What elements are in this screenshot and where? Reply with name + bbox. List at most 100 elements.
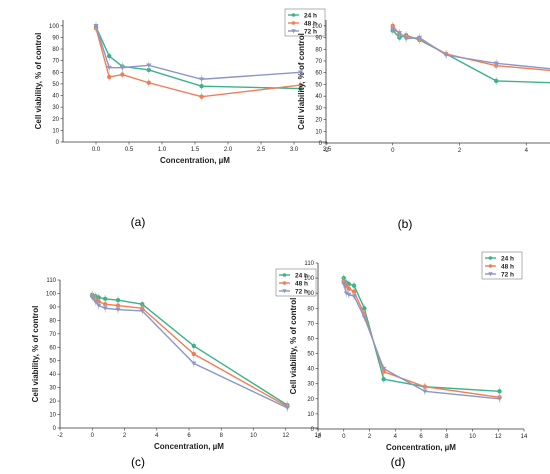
y-tick-label: 60 bbox=[49, 345, 56, 351]
legend-label: 48 h bbox=[304, 20, 317, 27]
y-tick-label: 20 bbox=[307, 397, 314, 403]
legend-marker bbox=[291, 21, 296, 25]
y-tick-label: 100 bbox=[304, 276, 315, 282]
x-axis-label: Concentration, µM bbox=[160, 156, 230, 165]
x-tick-label: 8 bbox=[220, 433, 224, 439]
x-axis-label: Concentration, µM bbox=[154, 442, 224, 451]
data-point-72h bbox=[102, 306, 108, 311]
data-point-72h bbox=[199, 77, 205, 82]
data-point-72h bbox=[341, 282, 347, 287]
x-tick-label: 4 bbox=[155, 433, 159, 439]
x-tick-label: 2 bbox=[458, 148, 462, 154]
y-axis-label: Cell viability, % of control bbox=[289, 298, 298, 395]
y-tick-label: 70 bbox=[52, 59, 59, 65]
legend-marker bbox=[488, 264, 493, 268]
data-point-72h bbox=[416, 35, 423, 40]
legend-label: 72 h bbox=[304, 28, 317, 35]
y-tick-label: 40 bbox=[52, 94, 59, 100]
y-tick-label: 60 bbox=[307, 336, 314, 342]
series-line-48h bbox=[95, 27, 301, 98]
data-point-72h bbox=[115, 307, 121, 312]
y-tick-label: 50 bbox=[315, 82, 322, 88]
y-tick-label: 10 bbox=[49, 413, 56, 419]
y-axis-label: Cell viability, % of control bbox=[34, 33, 43, 130]
data-point-24h bbox=[140, 302, 145, 307]
y-tick-label: 80 bbox=[315, 47, 322, 53]
x-tick-label: 2.0 bbox=[224, 147, 233, 153]
y-tick-label: 50 bbox=[307, 352, 314, 358]
x-tick-label: 0 bbox=[91, 433, 95, 439]
x-tick-label: 3.0 bbox=[290, 147, 299, 153]
data-point-24h bbox=[351, 283, 357, 288]
data-point-24h bbox=[191, 343, 197, 349]
y-tick-label: 90 bbox=[49, 305, 56, 311]
x-tick-label: 4 bbox=[394, 434, 398, 440]
x-tick-label: 0.5 bbox=[125, 147, 134, 153]
data-point-72h bbox=[381, 366, 387, 371]
data-point-48h bbox=[351, 289, 357, 294]
x-tick-label: 10 bbox=[469, 434, 476, 440]
data-point-72h bbox=[493, 61, 499, 66]
y-tick-label: 80 bbox=[52, 47, 59, 53]
y-tick-label: 10 bbox=[52, 128, 59, 134]
data-point-72h bbox=[390, 27, 396, 32]
data-point-48h bbox=[107, 74, 112, 80]
data-point-24h bbox=[381, 377, 386, 382]
x-tick-label: 12 bbox=[495, 434, 502, 440]
data-point-72h bbox=[93, 23, 99, 29]
legend-label: 24 h bbox=[501, 255, 514, 262]
y-tick-label: 20 bbox=[52, 117, 59, 123]
series-line-24h bbox=[95, 26, 301, 90]
legend-marker bbox=[488, 256, 493, 260]
data-point-24h bbox=[199, 84, 204, 89]
data-point-48h bbox=[199, 94, 204, 99]
y-tick-label: 100 bbox=[312, 24, 323, 30]
y-tick-label: 110 bbox=[304, 261, 314, 267]
y-tick-label: 30 bbox=[307, 382, 314, 388]
y-tick-label: 20 bbox=[49, 399, 56, 405]
data-point-24h bbox=[362, 306, 367, 311]
series-line-72h bbox=[91, 297, 288, 409]
data-point-72h bbox=[443, 53, 449, 58]
y-tick-label: 50 bbox=[49, 359, 56, 365]
y-tick-label: 30 bbox=[52, 105, 59, 111]
y-tick-label: 40 bbox=[307, 367, 314, 373]
y-tick-label: 40 bbox=[49, 372, 56, 378]
data-point-72h bbox=[119, 65, 125, 70]
x-tick-label: 2 bbox=[123, 433, 127, 439]
series-line-48h bbox=[392, 25, 550, 72]
legend-label: 48 h bbox=[295, 280, 308, 287]
data-point-48h bbox=[344, 283, 349, 288]
panel-label: (d) bbox=[391, 455, 406, 469]
y-tick-label: 20 bbox=[315, 118, 322, 124]
x-tick-label: -2 bbox=[323, 148, 329, 154]
x-tick-label: 6 bbox=[419, 434, 423, 440]
x-tick-label: 0 bbox=[342, 434, 346, 440]
y-tick-label: 90 bbox=[52, 35, 59, 41]
data-point-72h bbox=[106, 65, 112, 70]
x-tick-label: 1.0 bbox=[158, 147, 167, 153]
x-tick-label: -2 bbox=[315, 434, 321, 440]
data-point-24h bbox=[115, 297, 121, 303]
legend-label: 24 h bbox=[304, 12, 317, 19]
x-tick-label: 14 bbox=[521, 434, 528, 440]
data-point-72h bbox=[496, 396, 503, 402]
legend-marker bbox=[488, 272, 493, 277]
y-axis-label: Cell viability, % of control bbox=[31, 306, 40, 403]
series-line-72h bbox=[95, 25, 301, 80]
data-point-48h bbox=[146, 80, 151, 85]
legend-label: 72 h bbox=[501, 271, 514, 278]
legend-marker bbox=[282, 273, 287, 277]
data-point-48h bbox=[115, 303, 121, 308]
data-point-24h bbox=[494, 78, 499, 84]
data-point-72h bbox=[139, 309, 145, 314]
x-tick-label: 0.0 bbox=[92, 147, 101, 153]
y-tick-label: 60 bbox=[52, 70, 59, 76]
y-tick-label: 10 bbox=[307, 412, 314, 418]
data-point-72h bbox=[403, 36, 409, 42]
series-line-24h bbox=[343, 277, 500, 392]
y-tick-label: 0 bbox=[319, 141, 323, 147]
